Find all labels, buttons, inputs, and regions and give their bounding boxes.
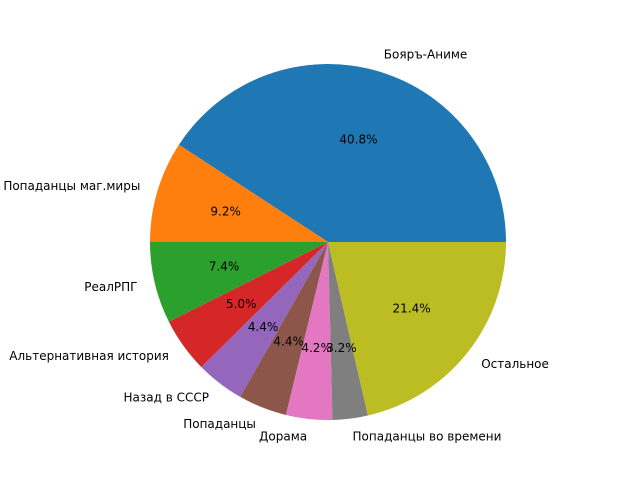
pie-percent-label: 9.2% xyxy=(210,205,241,219)
pie-percent-label: 5.0% xyxy=(226,297,257,311)
pie-percent-label: 7.4% xyxy=(209,260,240,274)
pie-percent-label: 4.4% xyxy=(273,334,304,348)
pie-category-label: Бояръ-Аниме xyxy=(384,47,468,61)
pie-percent-label: 4.2% xyxy=(301,341,332,355)
pie-percent-label: 4.4% xyxy=(248,320,279,334)
pie-category-label: Попаданцы маг.миры xyxy=(3,179,140,193)
pie-category-label: РеалРПГ xyxy=(84,280,137,294)
pie-slice xyxy=(168,242,328,368)
pie-category-label: Попаданцы xyxy=(183,417,256,431)
pie-category-label: Назад в СССР xyxy=(123,390,208,404)
pie-slice xyxy=(150,242,328,322)
pie-percent-label: 21.4% xyxy=(392,302,430,316)
pie-labels: 40.8% Бояръ-Аниме 9.2% Попаданцы маг.миры 7.… xyxy=(3,47,549,443)
pie-slice xyxy=(201,242,328,397)
pie-percent-label: 40.8% xyxy=(339,133,377,147)
pie-category-label: Попаданцы во времени xyxy=(353,429,502,443)
pie-category-label: Дорама xyxy=(259,430,307,444)
pie-slices xyxy=(150,64,506,420)
pie-category-label: Альтернативная история xyxy=(9,349,169,363)
pie-slice xyxy=(240,242,328,415)
pie-category-label: Остальное xyxy=(481,357,549,371)
pie-slice xyxy=(178,64,506,242)
pie-slice xyxy=(328,242,368,420)
pie-slice xyxy=(328,242,506,416)
pie-slice xyxy=(285,242,333,420)
pie-percent-label: 3.2% xyxy=(326,341,357,355)
pie-slice xyxy=(150,144,328,242)
